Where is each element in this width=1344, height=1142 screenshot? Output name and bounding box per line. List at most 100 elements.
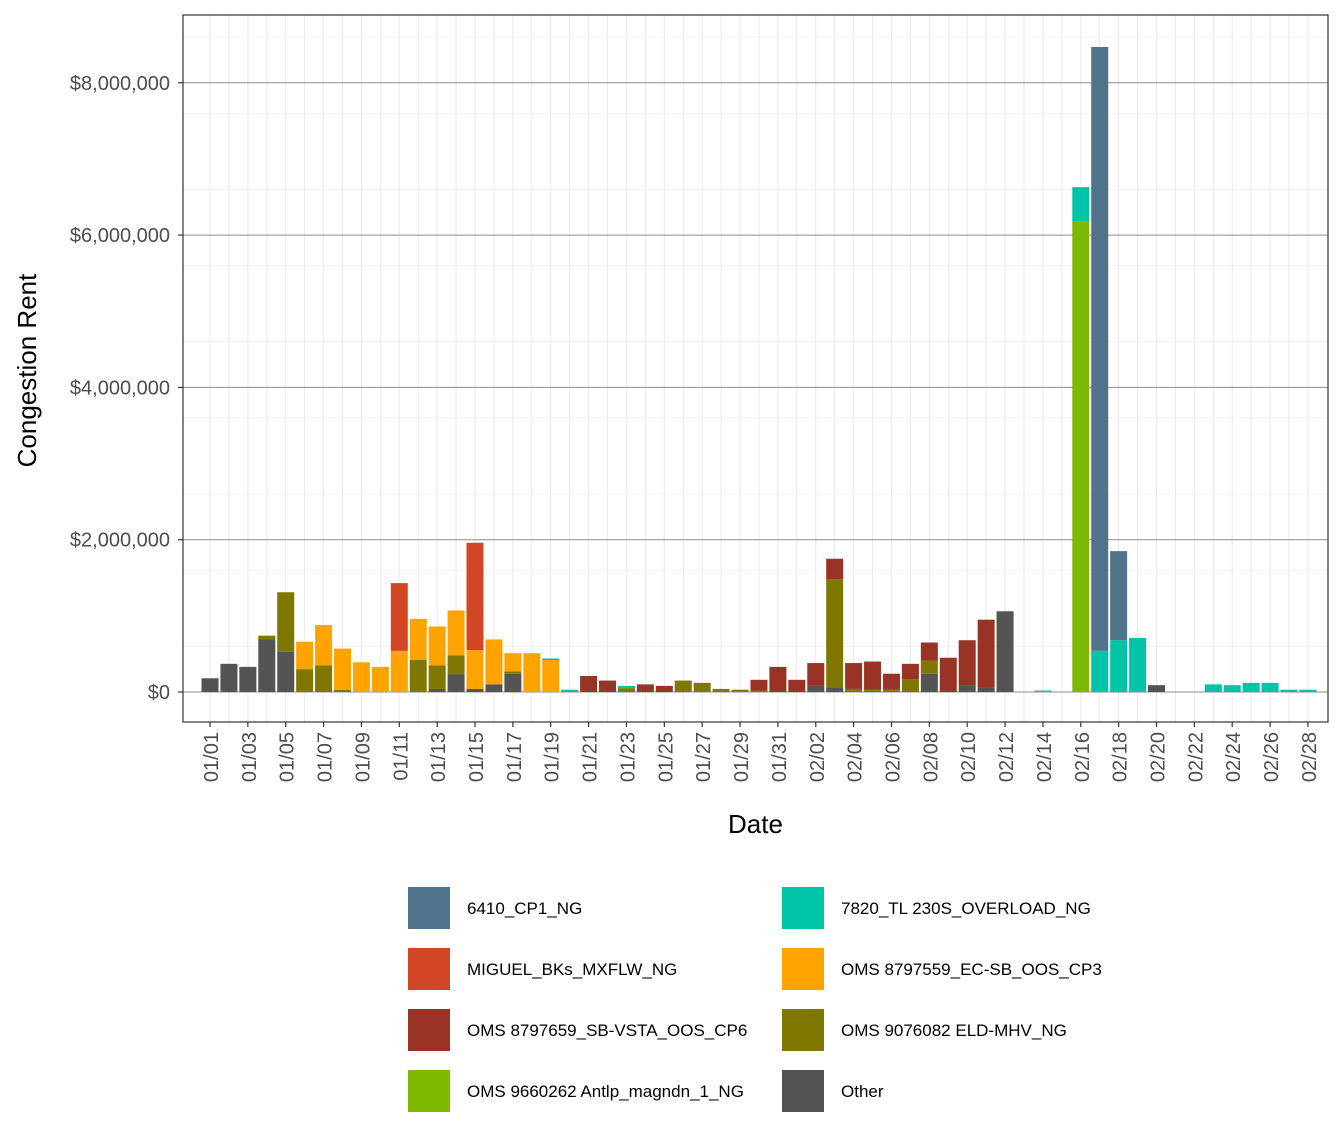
bar-segment	[466, 542, 484, 651]
y-tick-label: $6,000,000	[70, 225, 170, 247]
x-tick-label: 01/23	[617, 732, 639, 782]
legend-label: OMS 9660262 Antlp_magndn_1_NG	[467, 1082, 744, 1101]
bar-segment	[901, 679, 919, 692]
x-tick-label: 02/06	[882, 732, 904, 782]
x-tick-label: 02/12	[996, 732, 1018, 782]
bar-segment	[826, 558, 844, 580]
bar-segment	[580, 676, 598, 692]
bar-segment	[390, 583, 408, 651]
bar-segment	[277, 651, 295, 692]
bar-segment	[693, 682, 711, 692]
bar-segment	[428, 665, 446, 689]
y-tick-label: $2,000,000	[70, 530, 170, 552]
panel-border	[182, 14, 1329, 723]
bar-segment	[258, 639, 276, 692]
x-tick-label: 02/02	[807, 732, 829, 782]
bar-segment	[901, 663, 919, 680]
bar-segment	[409, 660, 427, 692]
bar-segment	[523, 653, 541, 692]
x-tick-label: 02/16	[1072, 732, 1094, 782]
x-tick-label: 01/31	[769, 732, 791, 782]
legend-label: MIGUEL_BKs_MXFLW_NG	[467, 960, 677, 979]
bar-segment	[769, 666, 787, 692]
bar-segment	[334, 648, 352, 690]
bar-segment	[1204, 684, 1222, 692]
legend-key	[782, 1009, 824, 1051]
bar-segment	[655, 685, 673, 692]
legend-key	[782, 1070, 824, 1112]
bar-segment	[1110, 551, 1128, 641]
x-tick-label: 01/25	[655, 732, 677, 782]
bar-segment	[882, 673, 900, 690]
bar-segment	[542, 658, 560, 661]
legend-label: OMS 8797659_SB-VSTA_OOS_CP6	[467, 1021, 747, 1040]
bar-segment	[920, 660, 938, 674]
legend-label: OMS 8797559_EC-SB_OOS_CP3	[841, 960, 1102, 979]
bar-segment	[712, 688, 730, 692]
x-tick-label: 01/13	[428, 732, 450, 782]
bar-segment	[1299, 689, 1317, 692]
bar-segment	[1129, 637, 1147, 692]
x-tick-label: 01/01	[201, 732, 223, 782]
bar-segment	[636, 684, 654, 692]
legend-label: 7820_TL 230S_OVERLOAD_NG	[841, 899, 1091, 918]
bar-segment	[390, 650, 408, 692]
x-tick-label: 01/29	[731, 732, 753, 782]
bar-segment	[882, 689, 900, 692]
x-tick-label: 02/08	[920, 732, 942, 782]
bar-segment	[428, 688, 446, 692]
legend-item: OMS 8797659_SB-VSTA_OOS_CP6	[408, 1009, 747, 1051]
bar-segment	[447, 655, 465, 675]
bar-segment	[1280, 689, 1298, 692]
bar-segment	[788, 679, 806, 692]
bar-segment	[977, 687, 995, 692]
legend-label: 6410_CP1_NG	[467, 899, 582, 918]
x-tick-label: 02/28	[1299, 732, 1321, 782]
x-tick-label: 01/03	[239, 732, 261, 782]
bar-segment	[674, 680, 692, 692]
bar-segment	[617, 688, 635, 692]
y-tick-label: $4,000,000	[70, 377, 170, 399]
x-tick-label: 02/20	[1148, 732, 1170, 782]
bar-segment	[920, 642, 938, 661]
bar-segment	[750, 679, 768, 691]
bar-segment	[315, 665, 333, 692]
bar-segment	[1091, 47, 1109, 651]
bar-segment	[1072, 221, 1090, 692]
x-tick-label: 02/10	[958, 732, 980, 782]
bars	[201, 47, 1317, 692]
bar-segment	[371, 666, 389, 692]
x-tick-label: 01/15	[466, 732, 488, 782]
bar-segment	[617, 685, 635, 689]
bar-segment	[485, 684, 503, 692]
bar-segment	[277, 592, 295, 652]
bar-segment	[447, 610, 465, 656]
legend-label: OMS 9076082 ELD-MHV_NG	[841, 1021, 1067, 1040]
legend-item: 7820_TL 230S_OVERLOAD_NG	[782, 887, 1091, 929]
bar-segment	[1148, 685, 1165, 692]
bar-segment	[864, 689, 882, 692]
bar-segment	[977, 619, 995, 688]
bar-segment	[920, 673, 938, 692]
bar-segment	[1091, 650, 1109, 692]
legend-item: OMS 9660262 Antlp_magndn_1_NG	[408, 1070, 744, 1112]
bar-segment	[561, 689, 579, 692]
x-tick-label: 01/19	[542, 732, 564, 782]
bar-segment	[996, 611, 1014, 692]
legend-key	[408, 948, 450, 990]
legend-key	[408, 1070, 450, 1112]
y-tick-label: $8,000,000	[70, 73, 170, 95]
legend-item: OMS 9076082 ELD-MHV_NG	[782, 1009, 1067, 1051]
legend: 6410_CP1_NG 7820_TL 230S_OVERLOAD_NG MIGUE…	[408, 887, 1102, 1112]
x-tick-label: 02/24	[1223, 732, 1245, 782]
legend-key	[408, 1009, 450, 1051]
bar-segment	[1110, 640, 1128, 692]
bar-segment	[315, 624, 333, 666]
x-tick-label: 02/26	[1261, 732, 1283, 782]
x-tick-label: 01/11	[390, 732, 412, 781]
bar-segment	[466, 688, 484, 692]
y-tick-label: $0	[148, 682, 170, 704]
x-tick-label: 01/07	[315, 732, 337, 782]
x-tick-label: 01/09	[352, 732, 374, 782]
